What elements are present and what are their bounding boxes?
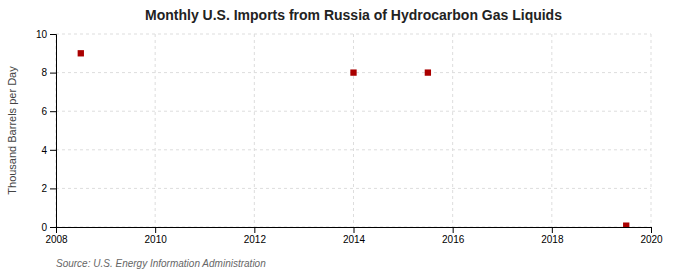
tick: 2012: [244, 227, 267, 245]
grid-line: [353, 34, 354, 227]
grid-line: [551, 34, 552, 227]
tick: 2020: [640, 227, 663, 245]
title: Monthly U.S. Imports from Russia of Hydr…: [145, 7, 562, 23]
x-axis: 2008 2010 2012 2014 2016 2018 2020: [45, 227, 663, 245]
y-axis: 0 2 4 6 8 10: [36, 29, 57, 233]
tick-label: 2014: [343, 234, 366, 245]
chart: 2008 2010 2012 2014 2016 2018 2020 0 2 4 6 8 10 Month…: [0, 0, 675, 275]
grid: [56, 34, 651, 227]
tick-mark: [50, 150, 56, 151]
tick-label: 2016: [442, 234, 465, 245]
grid-line: [56, 149, 651, 150]
tick: 8: [41, 67, 56, 78]
tick-mark: [651, 227, 652, 233]
tick: 6: [41, 106, 56, 117]
tick-label: 10: [36, 29, 48, 40]
points: [78, 50, 630, 227]
point: [78, 50, 84, 56]
tick: 2018: [541, 227, 564, 245]
grid-line: [254, 34, 255, 227]
tick-label: 8: [41, 67, 47, 78]
tick: 0: [41, 222, 56, 233]
y-axis-label: Thousand Barrels per Day: [6, 66, 18, 195]
tick-label: 2010: [145, 234, 168, 245]
grid-line: [56, 34, 651, 35]
tick: 10: [36, 29, 56, 40]
source: Source: U.S. Energy Information Administ…: [56, 258, 266, 269]
tick-mark: [254, 227, 255, 233]
tick-mark: [50, 188, 56, 189]
tick: 2016: [442, 227, 465, 245]
point: [623, 222, 629, 227]
tick-label: 2012: [244, 234, 267, 245]
tick: 2014: [343, 227, 366, 245]
tick: 2008: [45, 227, 68, 245]
point: [425, 69, 431, 75]
tick-mark: [50, 227, 56, 228]
plot-area: 2008 2010 2012 2014 2016 2018 2020 0 2 4 6 8 10: [36, 29, 663, 245]
grid-line: [651, 34, 652, 227]
grid-line: [452, 34, 453, 227]
tick-mark: [552, 227, 553, 233]
tick-mark: [155, 227, 156, 233]
tick-mark: [453, 227, 454, 233]
tick-label: 2018: [541, 234, 564, 245]
tick-mark: [50, 111, 56, 112]
tick-label: 6: [41, 106, 47, 117]
tick: 2: [41, 183, 56, 194]
tick: 4: [41, 145, 56, 156]
tick-label: 2: [41, 183, 47, 194]
axis-line: [50, 35, 57, 228]
tick-label: 2008: [45, 234, 68, 245]
point: [350, 69, 356, 75]
grid-line: [56, 188, 651, 189]
tick-label: 2020: [640, 234, 663, 245]
grid-line: [56, 111, 651, 112]
tick: 2010: [145, 227, 168, 245]
tick-mark: [354, 227, 355, 233]
tick-label: 0: [41, 222, 47, 233]
axis-line: [57, 228, 652, 234]
tick-mark: [50, 34, 56, 35]
grid-line: [155, 34, 156, 227]
tick-mark: [50, 73, 56, 74]
tick-label: 4: [41, 145, 47, 156]
